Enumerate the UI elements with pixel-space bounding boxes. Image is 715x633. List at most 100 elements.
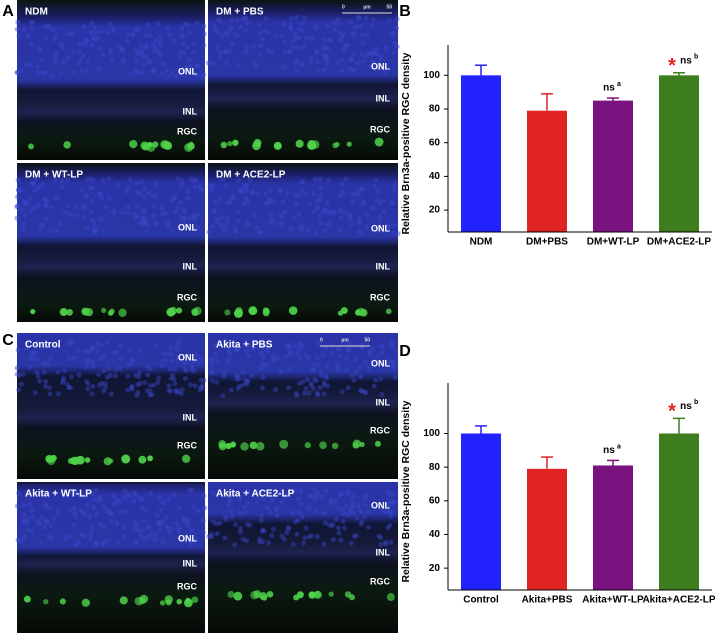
nucleus	[119, 47, 125, 53]
nucleus	[282, 49, 288, 55]
nucleus	[353, 533, 359, 539]
nucleus	[76, 41, 82, 47]
nucleus	[255, 489, 261, 495]
nucleus	[111, 28, 117, 34]
image-title: Control	[25, 340, 61, 351]
nucleus	[47, 505, 53, 511]
ganglion-cell	[185, 597, 191, 604]
ganglion-cell	[220, 141, 228, 149]
nucleus	[376, 66, 382, 72]
nucleus	[225, 31, 231, 37]
nucleus	[150, 68, 156, 74]
nucleus	[58, 41, 64, 47]
nucleus	[65, 340, 71, 346]
nucleus	[292, 193, 298, 199]
nucleus	[311, 361, 317, 367]
nucleus	[315, 59, 321, 65]
nucleus	[16, 33, 22, 39]
nucleus	[178, 34, 184, 40]
nucleus	[347, 213, 353, 219]
ganglion-cell	[84, 457, 91, 463]
nucleus	[390, 230, 396, 236]
nucleus	[187, 30, 193, 36]
nucleus	[79, 532, 85, 538]
nucleus	[199, 382, 205, 388]
nucleus	[288, 226, 294, 232]
nucleus	[314, 495, 320, 501]
nucleus	[264, 505, 270, 511]
nucleus	[322, 44, 328, 50]
nucleus	[222, 49, 228, 55]
nucleus	[290, 44, 296, 50]
nucleus	[148, 383, 154, 389]
nucleus	[160, 500, 166, 506]
nucleus	[98, 355, 104, 361]
nucleus	[90, 344, 96, 350]
nucleus	[24, 517, 30, 523]
nucleus	[219, 34, 225, 40]
nucleus	[189, 366, 195, 372]
nucleus	[143, 32, 149, 38]
nucleus	[64, 381, 70, 387]
nucleus	[337, 193, 343, 199]
nucleus	[92, 24, 98, 30]
nucleus	[79, 41, 85, 47]
nucleus	[263, 200, 269, 206]
nucleus	[44, 198, 50, 204]
nucleus	[78, 507, 84, 513]
nucleus	[339, 68, 345, 74]
nucleus	[23, 201, 29, 207]
nucleus	[96, 372, 102, 378]
nucleus	[157, 521, 163, 527]
nucleus	[138, 528, 144, 534]
nucleus	[97, 521, 103, 527]
nucleus	[14, 215, 20, 221]
nucleus	[84, 177, 90, 183]
nucleus	[363, 359, 369, 365]
ganglion-cell	[169, 306, 178, 315]
nucleus	[194, 20, 200, 26]
nucleus	[84, 359, 90, 365]
nucleus	[225, 216, 231, 222]
image-title: NDM	[25, 7, 48, 18]
nucleus	[388, 539, 394, 545]
nucleus	[169, 358, 175, 364]
nucleus	[84, 37, 90, 43]
nucleus	[185, 22, 191, 28]
nucleus	[235, 33, 241, 39]
nucleus	[220, 222, 226, 228]
nucleus	[325, 23, 331, 29]
nucleus	[327, 38, 333, 44]
nucleus	[107, 373, 113, 379]
nucleus	[107, 510, 113, 516]
nucleus	[266, 196, 272, 202]
nucleus	[218, 214, 224, 220]
layer-label: ONL	[371, 223, 391, 233]
nucleus	[309, 366, 315, 372]
nucleus	[323, 373, 329, 379]
nucleus	[379, 343, 385, 349]
nucleus	[83, 192, 89, 198]
nucleus	[116, 498, 122, 504]
significance-label: ns	[680, 401, 692, 412]
nucleus	[169, 525, 175, 531]
nucleus	[108, 50, 114, 56]
nucleus	[342, 44, 348, 50]
nucleus	[138, 221, 144, 227]
nucleus	[337, 37, 343, 43]
nucleus	[27, 209, 33, 215]
nucleus	[268, 49, 274, 55]
nucleus	[259, 361, 265, 367]
nucleus	[172, 194, 178, 200]
nucleus	[298, 501, 304, 507]
nucleus	[69, 32, 75, 38]
nucleus	[325, 209, 331, 215]
nucleus	[322, 67, 328, 73]
nucleus	[335, 21, 341, 27]
nucleus	[139, 54, 145, 60]
nucleus	[254, 224, 260, 230]
nucleus	[80, 53, 86, 59]
nucleus	[392, 375, 398, 381]
nucleus	[178, 199, 184, 205]
nucleus	[30, 356, 36, 362]
